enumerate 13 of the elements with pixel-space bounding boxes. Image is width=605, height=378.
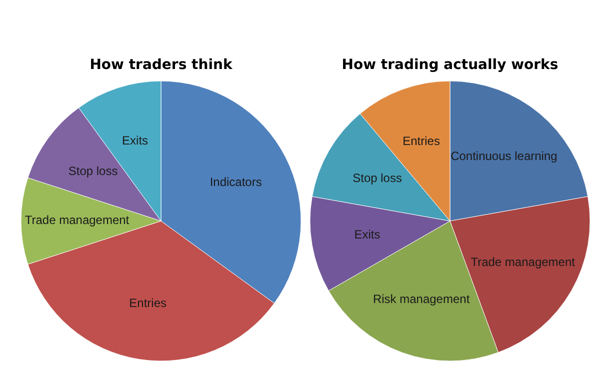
slice-label: Stop loss xyxy=(352,171,402,186)
chart-title: How trading actually works xyxy=(342,57,558,73)
slice-label: Entries xyxy=(129,296,167,310)
slice-label: Exits xyxy=(122,133,148,148)
slice-label: Stop loss xyxy=(68,164,118,178)
slice-label: Trade management xyxy=(470,255,576,270)
slice-label: Entries xyxy=(402,134,440,148)
chart-title: How traders think xyxy=(90,57,233,73)
slice-label: Continuous learning xyxy=(450,148,558,163)
slice-label: Risk management xyxy=(372,292,470,306)
slice-label: Exits xyxy=(354,228,380,242)
slice-label: Indicators xyxy=(210,175,262,190)
slice-label: Trade management xyxy=(24,213,130,228)
